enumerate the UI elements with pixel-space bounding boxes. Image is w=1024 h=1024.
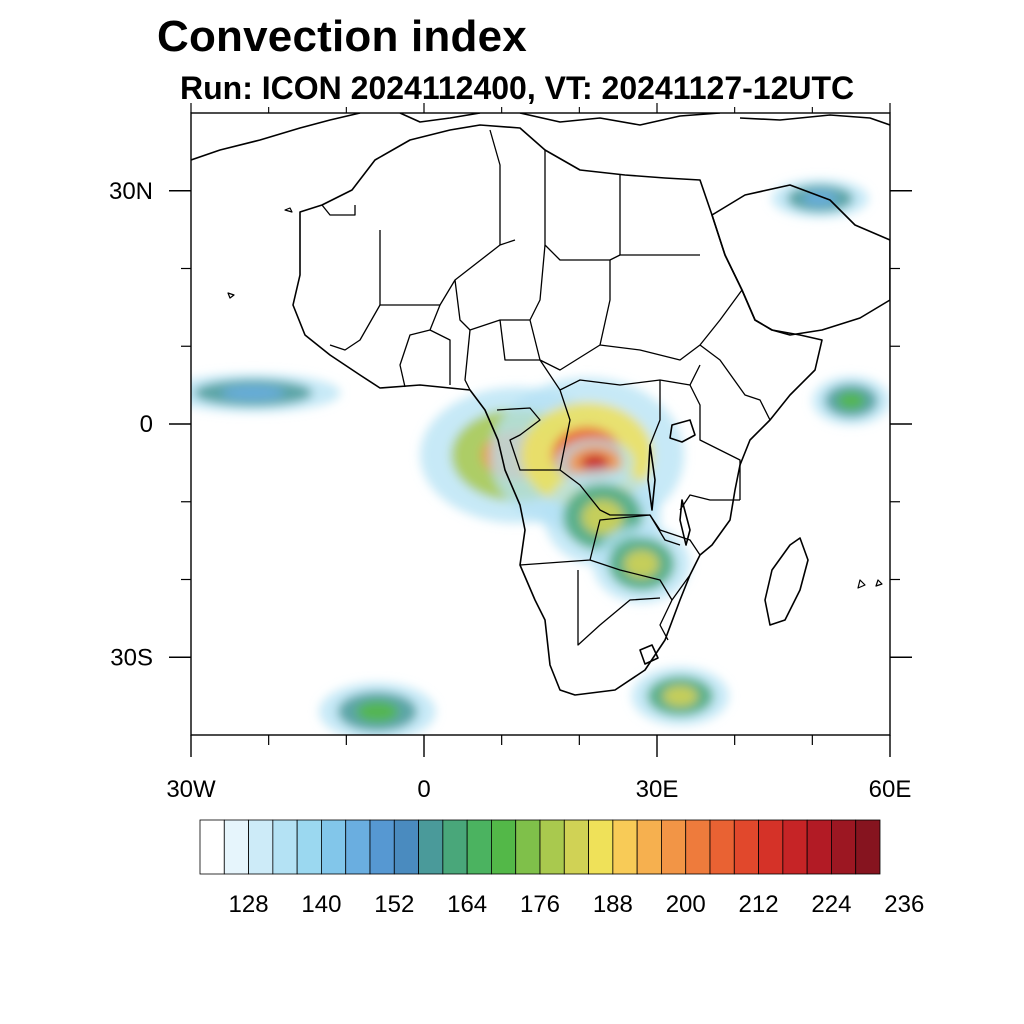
colorbar-swatch — [539, 819, 565, 875]
colorbar: 128 140 152 164 176 188 200 212 224 236 — [199, 819, 924, 918]
colorbar-swatch — [588, 819, 614, 875]
colorbar-swatch — [223, 819, 249, 875]
madagascar-coastline — [764, 537, 809, 626]
colorbar-swatch — [321, 819, 347, 875]
colorbar-swatch — [393, 819, 419, 875]
colorbar-swatch — [345, 819, 371, 875]
colorbar-tick-label: 176 — [520, 891, 560, 918]
islands — [227, 207, 883, 589]
colorbar-swatch — [758, 819, 784, 875]
colorbar-tick-label: 188 — [593, 891, 633, 918]
x-tick-label: 60E — [869, 776, 912, 803]
y-tick-label: 30N — [109, 178, 153, 205]
colorbar-swatch — [831, 819, 857, 875]
convection-core — [356, 701, 399, 723]
colorbar-swatch — [418, 819, 444, 875]
y-tick-label: 30S — [110, 644, 153, 671]
colorbar-tick-label: 236 — [884, 891, 924, 918]
colorbar-swatch — [612, 819, 638, 875]
convection-core — [221, 385, 285, 400]
x-tick-label: 30E — [636, 776, 679, 803]
convection-core — [581, 499, 624, 535]
lesotho-border — [639, 644, 659, 665]
colorbar-swatch — [661, 819, 687, 875]
colorbar-swatch — [685, 819, 711, 875]
colorbar-tick-label: 164 — [447, 891, 487, 918]
lake-tanganyika — [647, 444, 656, 511]
colorbar-swatch — [733, 819, 759, 875]
colorbar-swatch — [491, 819, 517, 875]
colorbar-swatch — [296, 819, 322, 875]
plot-title: Convection index — [157, 12, 527, 61]
colorbar-swatch — [515, 819, 541, 875]
convection-core — [623, 549, 659, 578]
convection-core — [580, 454, 609, 472]
convection-core — [662, 685, 698, 707]
coastlines-and-borders — [191, 113, 890, 696]
x-tick-label: 30W — [166, 776, 216, 803]
colorbar-tick-label: 224 — [811, 891, 851, 918]
colorbar-swatch — [709, 819, 735, 875]
plot-subtitle: Run: ICON 2024112400, VT: 20241127-12UTC — [180, 70, 855, 106]
country-borders — [321, 129, 771, 646]
colorbar-swatch — [466, 819, 492, 875]
colorbar-swatch — [855, 819, 881, 875]
colorbar-swatch — [272, 819, 298, 875]
colorbar-tick-label: 152 — [374, 891, 414, 918]
colorbar-tick-label: 200 — [666, 891, 706, 918]
convection-core — [802, 191, 838, 206]
arabia-coastline — [711, 184, 890, 336]
axes: 30W 0 30E 60E 30N 0 30S — [109, 103, 912, 803]
colorbar-swatch — [369, 819, 395, 875]
lake-malawi — [679, 499, 691, 546]
colorbar-swatch — [248, 819, 274, 875]
colorbar-swatch — [806, 819, 832, 875]
colorbar-tick-label: 140 — [301, 891, 341, 918]
colorbar-swatch — [563, 819, 589, 875]
colorbar-swatch — [199, 819, 225, 875]
colorbar-tick-label: 212 — [739, 891, 779, 918]
colorbar-tick-label: 128 — [229, 891, 269, 918]
x-tick-label: 0 — [417, 776, 430, 803]
y-tick-label: 0 — [140, 411, 153, 438]
colorbar-swatch — [782, 819, 808, 875]
colorbar-swatch — [636, 819, 662, 875]
lake-victoria — [669, 419, 696, 443]
convection-core — [837, 391, 866, 410]
convection-field — [191, 179, 890, 735]
europe-coastline — [191, 113, 890, 161]
colorbar-swatch — [442, 819, 468, 875]
